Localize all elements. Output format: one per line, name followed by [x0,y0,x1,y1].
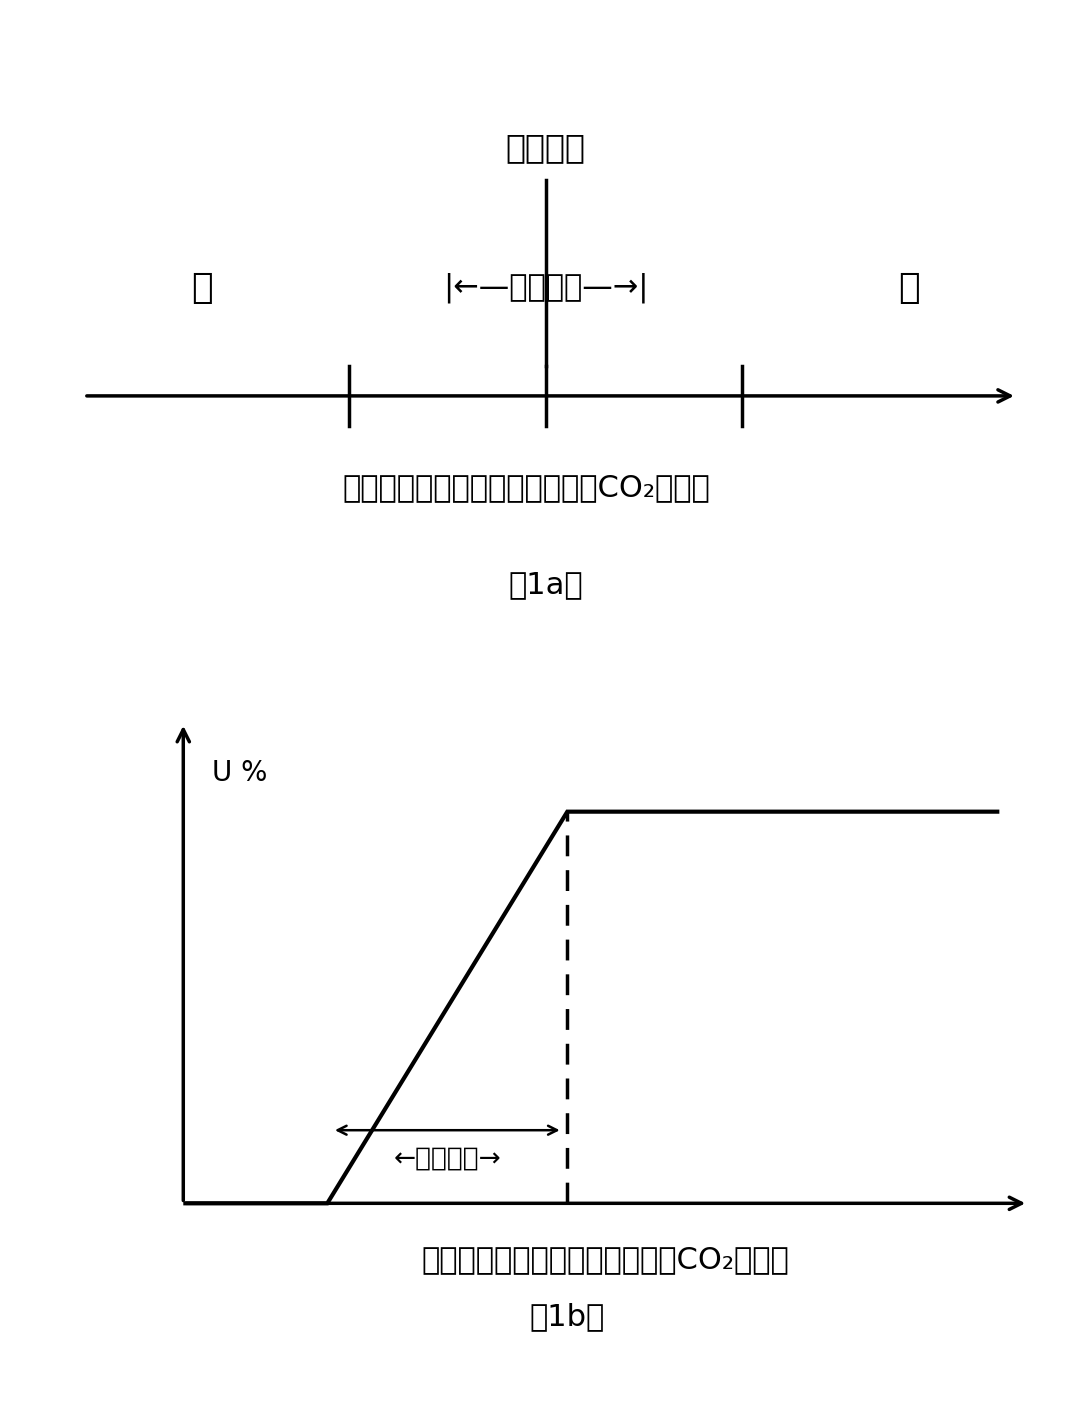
Text: 环境数据（温度、湿度、光照、CO₂浓度）: 环境数据（温度、湿度、光照、CO₂浓度） [341,473,710,502]
Text: |←—环境修正—→|: |←—环境修正—→| [443,272,648,304]
Text: 环境数据（温度、湿度、光照、CO₂浓度）: 环境数据（温度、湿度、光照、CO₂浓度） [422,1244,790,1274]
Text: ←环境修正→: ←环境修正→ [394,1147,501,1172]
Text: 开: 开 [898,271,920,305]
Text: 关: 关 [191,271,213,305]
Text: 设定阈値: 设定阈値 [505,131,586,165]
Text: （1b）: （1b） [530,1303,604,1331]
Text: （1a）: （1a） [508,570,583,599]
Text: U %: U % [212,759,267,788]
